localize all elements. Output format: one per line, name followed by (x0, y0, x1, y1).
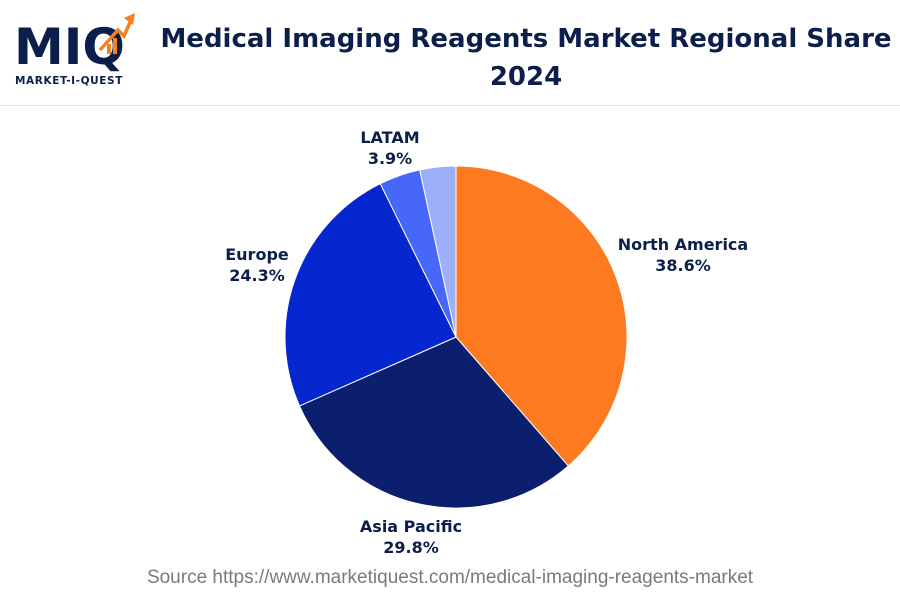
pie-labels: North America 38.6% Asia Pacific 29.8% Europ… (225, 128, 748, 557)
logo-arrowhead-icon (124, 13, 135, 25)
slice-label-name: North America (618, 235, 748, 254)
slice-label-value: 3.9% (368, 149, 412, 168)
header: MIQ MARKET-I-QUEST Medical Imaging Reage… (0, 0, 900, 106)
slice-label-name: Europe (225, 245, 289, 264)
slice-label-name: Asia Pacific (360, 517, 462, 536)
logo-trend-arrow-icon (98, 19, 133, 52)
pie-slices (284, 165, 628, 509)
source-note: Source https://www.marketiquest.com/medi… (146, 567, 754, 588)
logo-mark-icon: MIQ (14, 13, 135, 72)
brand-logo[interactable]: MIQ MARKET-I-QUEST (14, 10, 139, 92)
chart-title: Medical Imaging Reagents Market Regional… (160, 24, 892, 92)
slice-label-value: 29.8% (383, 538, 439, 557)
logo-bar-icon (113, 38, 117, 54)
pie-slice-asia-pacific[interactable] (298, 336, 569, 509)
pie-slice-other[interactable] (419, 165, 457, 338)
logo-wordmark: MARKET-I-QUEST (15, 75, 123, 87)
slice-label-name: LATAM (360, 128, 419, 147)
pie-slice-europe[interactable] (284, 182, 457, 407)
logo-bar-icon (107, 44, 111, 54)
pie-slice-north-america[interactable] (455, 165, 628, 467)
slice-label-value: 24.3% (229, 266, 285, 285)
slice-label-value: 38.6% (655, 256, 711, 275)
